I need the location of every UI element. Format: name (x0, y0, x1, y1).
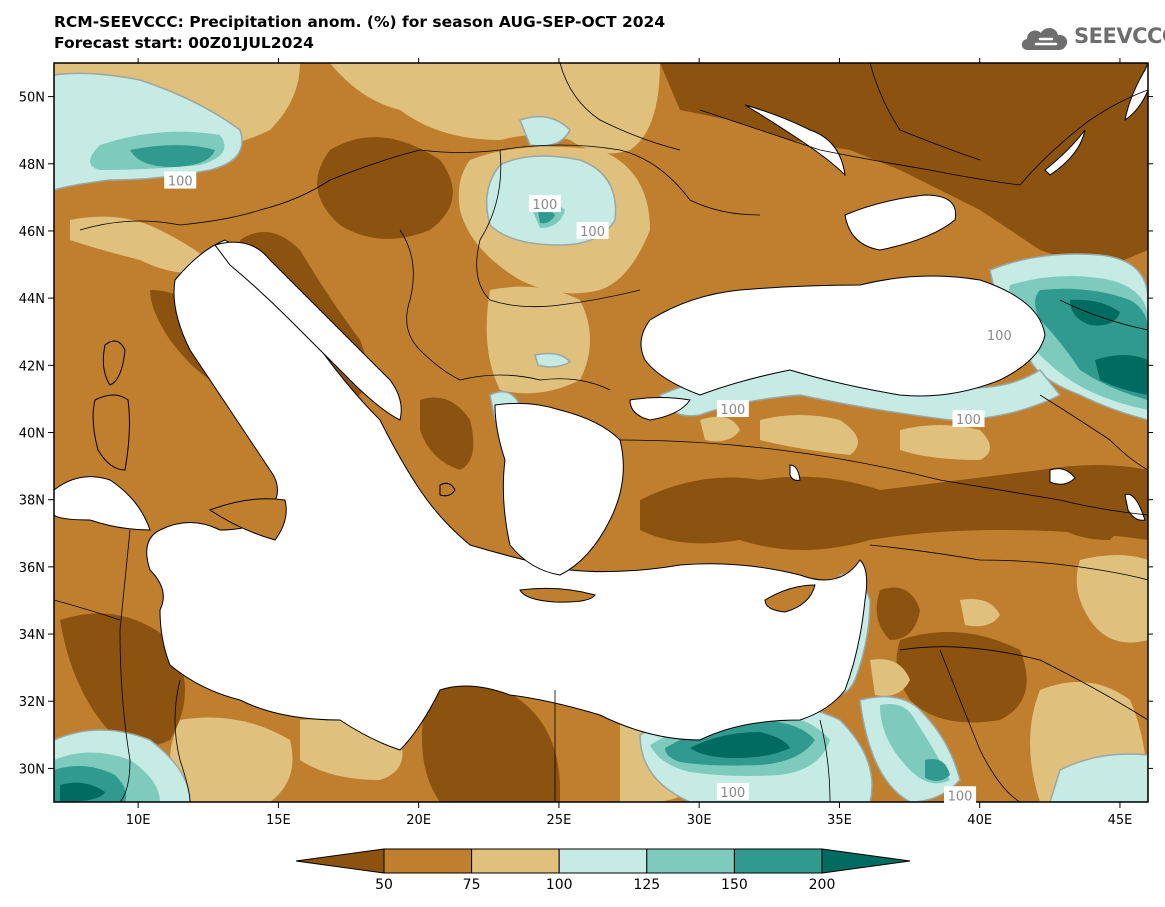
colorbar-level-label: 75 (463, 877, 481, 893)
lon-tick-label: 25E (547, 813, 572, 828)
contour-label-bg (528, 195, 561, 213)
lat-tick-label: 30N (19, 762, 45, 777)
contour-label: 100 (956, 413, 981, 428)
corsica-island (102, 340, 126, 386)
colorbar-level-label: 100 (546, 877, 573, 893)
lat-tick-label: 44N (19, 292, 45, 307)
lat-tick-label: 36N (19, 561, 45, 576)
lon-tick-label: 10E (126, 813, 151, 828)
colorbar-swatch (646, 848, 735, 874)
lon-tick-label: 15E (266, 813, 291, 828)
contour-label-bg (716, 399, 749, 417)
lat-tick-label: 40N (19, 427, 45, 442)
lat-tick-label: 34N (19, 628, 45, 643)
contour-label: 100 (720, 786, 745, 801)
colorbar-swatch (558, 848, 648, 874)
colorbar-low-arrow (295, 848, 385, 874)
contour-label: 100 (580, 225, 605, 240)
sardinia-island (92, 394, 130, 471)
logo-text: SEEVCCC (1074, 24, 1165, 48)
small-island (439, 482, 456, 497)
colorbar-level-label: 50 (375, 877, 393, 893)
contour-label-bg (952, 410, 985, 428)
lon-tick-label: 40E (967, 813, 992, 828)
contour-label-bg (576, 221, 609, 239)
lon-tick-label: 35E (827, 813, 852, 828)
title-line-2: Forecast start: 00Z01JUL2024 (54, 34, 314, 52)
lon-tick-label: 20E (406, 813, 431, 828)
lat-tick-label: 32N (19, 695, 45, 710)
colorbar-level-label: 200 (809, 877, 836, 893)
contour-label-bg (164, 171, 197, 189)
lat-tick-label: 50N (19, 91, 45, 106)
title-line-1: RCM-SEEVCCC: Precipitation anom. (%) for… (54, 13, 666, 31)
contour-label-bg (716, 782, 749, 800)
lat-tick-label: 42N (19, 359, 45, 374)
sicily-island (208, 498, 287, 541)
contour-label: 100 (948, 789, 973, 804)
country-borders (54, 63, 1148, 802)
colorbar: 50 75 100 125 150 200 (295, 848, 911, 893)
lon-tick-label: 30E (687, 813, 712, 828)
contour-label: 100 (987, 329, 1012, 344)
contour-labels: 100 100 100 100 100 100 100 100 (164, 171, 1016, 804)
map-plot-area (54, 63, 1148, 802)
contour-label: 100 (532, 198, 557, 213)
lat-tick-label: 46N (19, 225, 45, 240)
contour-label: 100 (720, 403, 745, 418)
map-title: RCM-SEEVCCC: Precipitation anom. (%) for… (54, 12, 665, 54)
seevccc-logo: SEEVCCC (1018, 20, 1165, 60)
lat-tick-label: 48N (19, 158, 45, 173)
colorbar-level-label: 125 (633, 877, 660, 893)
colorbar-swatch (733, 848, 823, 874)
contour-label-bg (944, 786, 977, 804)
latitude-axis: 50N 48N 46N 44N 42N 40N 38N 36N 34N 32N 30N (19, 91, 1153, 777)
contour-label-bg (983, 326, 1016, 344)
colorbar-swatch (383, 848, 473, 874)
longitude-axis: 10E 15E 20E 25E 30E 35E 40E 45E (126, 58, 1133, 828)
cyprus-island (764, 584, 816, 613)
crete-island (519, 587, 596, 603)
lat-tick-label: 38N (19, 494, 45, 509)
colorbar-level-label: 150 (721, 877, 748, 893)
islands (92, 340, 816, 613)
contour-label: 100 (168, 175, 193, 190)
colorbar-swatch (471, 848, 560, 874)
lon-tick-label: 45E (1108, 813, 1133, 828)
colorbar-high-arrow (821, 848, 911, 874)
cloud-icon (1021, 27, 1068, 50)
